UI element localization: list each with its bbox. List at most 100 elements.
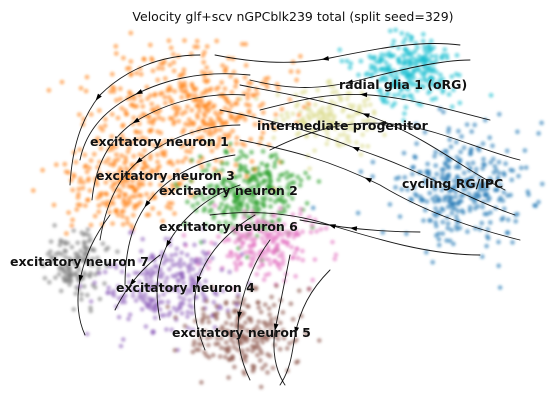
cell-point: [483, 192, 488, 198]
cell-point: [241, 310, 247, 316]
streamline-arrow: [345, 79, 354, 85]
cell-point: [467, 184, 473, 190]
cell-point: [110, 201, 116, 206]
cell-point: [86, 176, 92, 182]
cell-point: [246, 180, 251, 186]
cell-point: [222, 132, 228, 138]
cell-point: [237, 162, 243, 168]
cell-point: [244, 328, 250, 333]
cell-point: [176, 118, 182, 124]
cell-point: [148, 153, 154, 159]
cell-point: [389, 83, 395, 89]
cell-point: [261, 220, 267, 225]
cell-point: [183, 88, 189, 94]
cell-point: [182, 323, 188, 329]
cell-point: [465, 229, 470, 235]
cell-point: [160, 66, 166, 71]
cell-point: [226, 237, 232, 243]
cell-point: [105, 290, 110, 296]
cell-point: [231, 215, 237, 221]
cell-point: [387, 202, 393, 207]
cell-point: [249, 343, 255, 349]
cell-point: [155, 129, 161, 135]
cell-point: [121, 55, 126, 61]
cell-point: [378, 88, 383, 93]
cell-point: [163, 100, 168, 106]
cell-point: [440, 87, 446, 93]
cell-point: [178, 257, 183, 263]
cell-point: [206, 354, 212, 360]
cell-point: [176, 181, 182, 187]
cell-point: [75, 195, 81, 200]
cell-point: [214, 303, 220, 309]
cell-point: [410, 55, 415, 61]
cell-point: [510, 240, 515, 245]
cell-point: [251, 256, 257, 261]
cell-point: [227, 329, 233, 335]
cell-point: [236, 340, 242, 346]
cell-point: [420, 38, 426, 44]
cell-point: [144, 191, 150, 197]
cell-point: [246, 87, 252, 92]
cell-point: [274, 234, 280, 240]
streamline-arrow: [378, 121, 386, 126]
cell-point: [446, 172, 452, 177]
cell-point: [277, 206, 283, 211]
cell-point: [468, 148, 474, 154]
cell-point: [446, 129, 451, 135]
cell-point: [370, 159, 376, 165]
cell-point: [109, 71, 115, 77]
cell-point: [304, 200, 310, 206]
cell-point: [487, 195, 492, 201]
cell-point: [289, 172, 295, 178]
cell-point: [126, 183, 132, 189]
cell-point: [95, 255, 100, 261]
cell-point: [181, 127, 187, 133]
cell-point: [96, 270, 102, 276]
cell-point: [194, 259, 199, 265]
cell-point: [59, 79, 65, 85]
cell-point: [172, 211, 177, 217]
cell-point: [355, 210, 361, 216]
cell-point: [284, 110, 290, 116]
cell-point: [453, 139, 459, 145]
cell-point: [307, 214, 312, 220]
cell-point: [423, 177, 428, 183]
cell-point: [81, 284, 87, 289]
cell-point: [447, 137, 453, 143]
cell-point: [250, 166, 256, 172]
cell-point: [258, 135, 264, 141]
cell-point: [312, 257, 318, 262]
cell-point: [412, 154, 417, 160]
cell-point: [260, 101, 266, 107]
cell-point: [207, 209, 213, 215]
cell-point: [125, 149, 131, 155]
cell-point: [285, 114, 291, 120]
cell-point: [465, 161, 471, 167]
cell-point: [463, 186, 468, 192]
cell-point: [515, 211, 520, 217]
cell-point: [151, 285, 157, 291]
cell-point: [65, 277, 71, 282]
cell-point: [393, 27, 398, 33]
cell-point: [221, 181, 226, 187]
cell-point: [364, 127, 370, 132]
cell-point: [203, 278, 208, 284]
cell-point: [257, 347, 263, 353]
cell-point: [295, 359, 301, 364]
cell-point: [187, 265, 192, 271]
cell-point: [430, 259, 436, 265]
cell-point: [515, 129, 520, 135]
cell-point: [496, 159, 502, 165]
cell-point: [396, 45, 401, 51]
cell-point: [473, 166, 479, 172]
cell-point: [194, 38, 200, 44]
cell-point: [216, 141, 222, 147]
cell-point: [214, 336, 220, 341]
cell-point: [420, 55, 425, 60]
cell-point: [199, 164, 205, 169]
cell-point: [306, 286, 312, 292]
cell-point: [137, 288, 142, 294]
cell-point: [162, 149, 168, 155]
cell-point: [258, 120, 264, 125]
